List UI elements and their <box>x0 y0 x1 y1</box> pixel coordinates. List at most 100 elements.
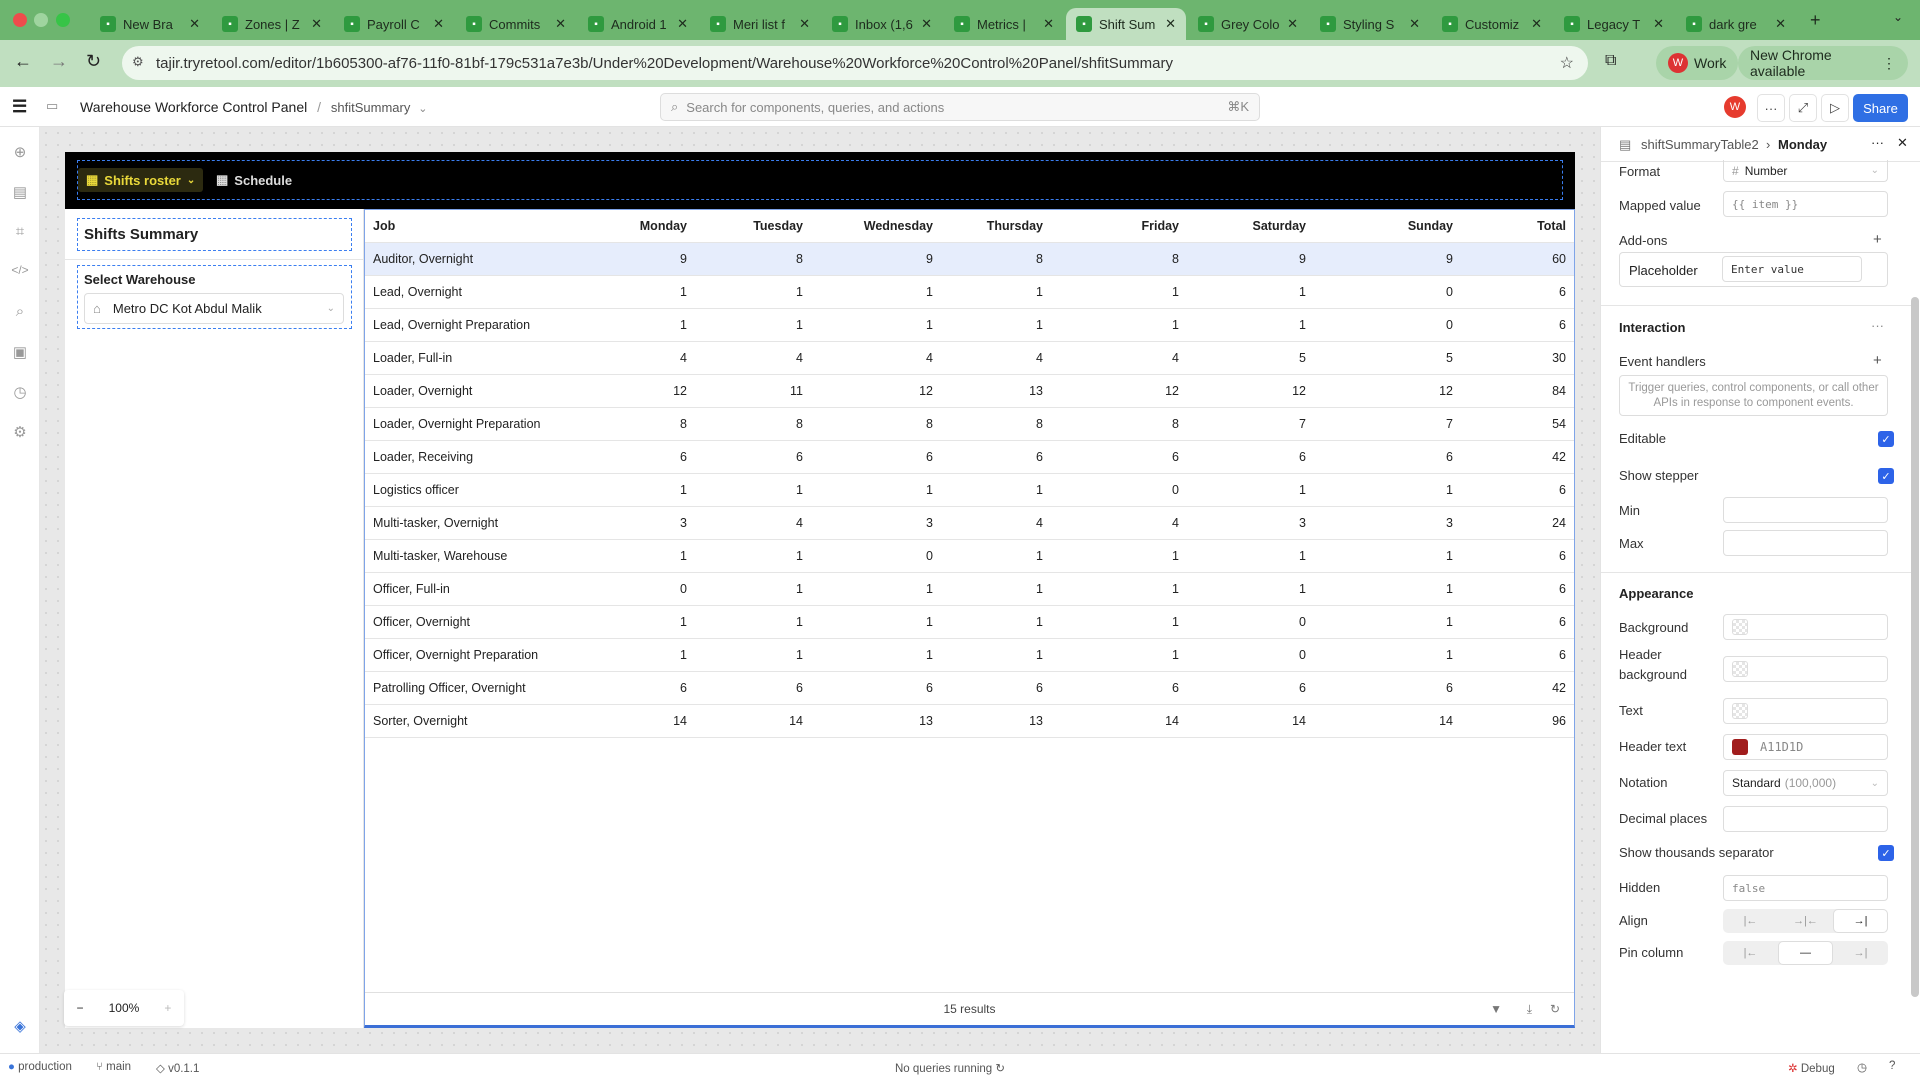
pin-right-icon[interactable]: →| <box>1853 947 1868 959</box>
header-background-input[interactable] <box>1723 656 1888 682</box>
history-icon[interactable]: ◷ <box>13 384 27 401</box>
code-icon[interactable]: </> <box>11 263 29 277</box>
browser-tab[interactable]: ▪ Payroll C ✕ <box>334 8 454 40</box>
bookmark-star-icon[interactable]: ☆ <box>1559 55 1574 72</box>
pin-left-icon[interactable]: |← <box>1743 947 1758 959</box>
retool-logo-icon[interactable]: ☰ <box>12 97 28 116</box>
table-row[interactable]: Sorter, Overnight 14 14 13 13 14 14 14 96 <box>365 705 1574 738</box>
placeholder-input[interactable]: Enter value <box>1722 256 1862 282</box>
close-tab-icon[interactable]: ✕ <box>677 16 688 31</box>
event-handlers-empty[interactable]: Trigger queries, control components, or … <box>1619 375 1888 416</box>
state-icon[interactable]: ▣ <box>12 344 28 361</box>
hidden-input[interactable]: false <box>1723 875 1888 901</box>
minimize-window-button[interactable] <box>34 13 48 27</box>
background-color-input[interactable] <box>1723 614 1888 640</box>
profile-button[interactable]: W Work <box>1656 46 1739 80</box>
version-tag[interactable]: ◇ v0.1.1 <box>156 1063 200 1075</box>
site-settings-icon[interactable]: ⚙ <box>132 54 144 69</box>
scrollbar[interactable] <box>1911 297 1919 997</box>
table-row[interactable]: Officer, Overnight Preparation 1 1 1 1 1 0 1 6 <box>365 639 1574 672</box>
notation-select[interactable]: Standard (100,000) ⌄ <box>1723 770 1888 796</box>
close-tab-icon[interactable]: ✕ <box>1531 16 1542 31</box>
search-input[interactable]: ⌕ Search for components, queries, and ac… <box>660 93 1260 121</box>
align-right-icon[interactable]: →| <box>1833 909 1888 933</box>
settings-gear-icon[interactable]: ⚙ <box>13 424 27 441</box>
min-input[interactable] <box>1723 497 1888 523</box>
environment-selector[interactable]: ● production <box>8 1061 72 1073</box>
table-row[interactable]: Multi-tasker, Warehouse 1 1 0 1 1 1 1 6 <box>365 540 1574 573</box>
layout-toggle-icon[interactable]: ▭ <box>46 98 59 113</box>
browser-tab[interactable]: ▪ New Bra ✕ <box>90 8 210 40</box>
show-stepper-checkbox[interactable]: ✓ <box>1878 468 1894 484</box>
back-icon[interactable]: ← <box>14 51 32 71</box>
url-bar[interactable]: ⚙ tajir.tryretool.com/editor/1b605300-af… <box>122 46 1588 80</box>
zoom-out-button[interactable]: − <box>76 1001 84 1015</box>
align-left-icon[interactable]: |← <box>1743 915 1758 927</box>
close-tab-icon[interactable]: ✕ <box>799 16 810 31</box>
add-event-handler-icon[interactable]: + <box>1873 352 1882 369</box>
close-tab-icon[interactable]: ✕ <box>189 16 200 31</box>
browser-tab[interactable]: ▪ Inbox (1,6 ✕ <box>822 8 942 40</box>
header-text-color-input[interactable]: A11D1D <box>1723 734 1888 760</box>
close-tab-icon[interactable]: ✕ <box>1409 16 1420 31</box>
text-color-input[interactable] <box>1723 698 1888 724</box>
mapped-value-input[interactable]: {{ item }} <box>1723 191 1888 217</box>
table-row[interactable]: Lead, Overnight 1 1 1 1 1 1 0 6 <box>365 276 1574 309</box>
column-header[interactable]: Sunday <box>1407 219 1453 233</box>
add-addon-icon[interactable]: + <box>1873 231 1882 248</box>
close-tab-icon[interactable]: ✕ <box>1165 16 1176 31</box>
extensions-icon[interactable]: ⧉ <box>1605 52 1617 69</box>
page-selector[interactable]: shfitSummary <box>330 100 411 115</box>
forward-icon[interactable]: → <box>50 51 68 71</box>
column-header[interactable]: Tuesday <box>753 219 803 233</box>
table-row[interactable]: Auditor, Overnight 9 8 9 8 8 9 9 60 <box>365 243 1574 276</box>
column-header[interactable]: Saturday <box>1252 219 1307 233</box>
column-header[interactable]: Thursday <box>986 219 1043 233</box>
browser-tab[interactable]: ▪ Customiz ✕ <box>1432 8 1552 40</box>
expand-icon[interactable]: ⤢ <box>1789 94 1817 122</box>
close-window-button[interactable] <box>13 13 27 27</box>
close-tab-icon[interactable]: ✕ <box>433 16 444 31</box>
table-row[interactable]: Lead, Overnight Preparation 1 1 1 1 1 1 0 6 <box>365 309 1574 342</box>
table-row[interactable]: Loader, Receiving 6 6 6 6 6 6 6 42 <box>365 441 1574 474</box>
close-tab-icon[interactable]: ✕ <box>1287 16 1298 31</box>
browser-tab[interactable]: ▪ Styling S ✕ <box>1310 8 1430 40</box>
debug-button[interactable]: ✲ Debug <box>1788 1063 1835 1075</box>
browser-tab[interactable]: ▪ Android 1 ✕ <box>578 8 698 40</box>
chrome-update-button[interactable]: New Chrome available ⋮ <box>1738 46 1908 80</box>
component-name[interactable]: shiftSummaryTable2 <box>1641 137 1759 152</box>
more-options-button[interactable]: ··· <box>1757 94 1785 122</box>
table-row[interactable]: Loader, Full-in 4 4 4 4 4 5 5 30 <box>365 342 1574 375</box>
editable-checkbox[interactable]: ✓ <box>1878 431 1894 447</box>
reload-icon[interactable]: ↻ <box>86 51 102 71</box>
warehouse-select[interactable]: ⌂ Metro DC Kot Abdul Malik ⌄ <box>84 293 344 324</box>
branch-selector[interactable]: ⑂ main <box>96 1061 132 1073</box>
help-icon[interactable]: ? <box>1889 1060 1896 1072</box>
browser-tab[interactable]: ▪ Legacy T ✕ <box>1554 8 1674 40</box>
maximize-window-button[interactable] <box>56 13 70 27</box>
add-component-icon[interactable]: ⊕ <box>13 144 27 161</box>
interaction-section[interactable]: Interaction <box>1619 320 1686 335</box>
appearance-section[interactable]: Appearance <box>1619 586 1694 601</box>
share-button[interactable]: Share <box>1853 94 1908 122</box>
browser-tab[interactable]: ▪ Metrics | ✕ <box>944 8 1064 40</box>
browser-tab[interactable]: ▪ Shift Sum ✕ <box>1066 8 1186 40</box>
nav-schedule[interactable]: ▦ Schedule <box>208 168 300 192</box>
browser-tab[interactable]: ▪ dark gre ✕ <box>1676 8 1796 40</box>
history-icon[interactable]: ◷ <box>1857 1062 1868 1074</box>
download-icon[interactable]: ⤓ <box>1526 1001 1532 1016</box>
close-tab-icon[interactable]: ✕ <box>1653 16 1664 31</box>
url-text[interactable]: tajir.tryretool.com/editor/1b605300-af76… <box>156 54 1173 72</box>
table-row[interactable]: Patrolling Officer, Overnight 6 6 6 6 6 6 6 42 <box>365 672 1574 705</box>
refresh-icon[interactable]: ↻ <box>1549 1002 1560 1016</box>
column-header[interactable]: Job <box>373 219 396 233</box>
more-icon[interactable]: ··· <box>1871 135 1884 150</box>
column-header[interactable]: Monday <box>639 219 687 233</box>
column-header[interactable]: Total <box>1537 219 1566 233</box>
max-input[interactable] <box>1723 530 1888 556</box>
filter-icon[interactable]: ▼ <box>1490 1002 1502 1016</box>
zoom-in-button[interactable]: + <box>164 1001 172 1015</box>
user-avatar[interactable]: W <box>1724 96 1746 118</box>
close-icon[interactable]: ✕ <box>1897 135 1908 150</box>
tab-search-chevron-icon[interactable]: ⌄ <box>1893 10 1904 24</box>
